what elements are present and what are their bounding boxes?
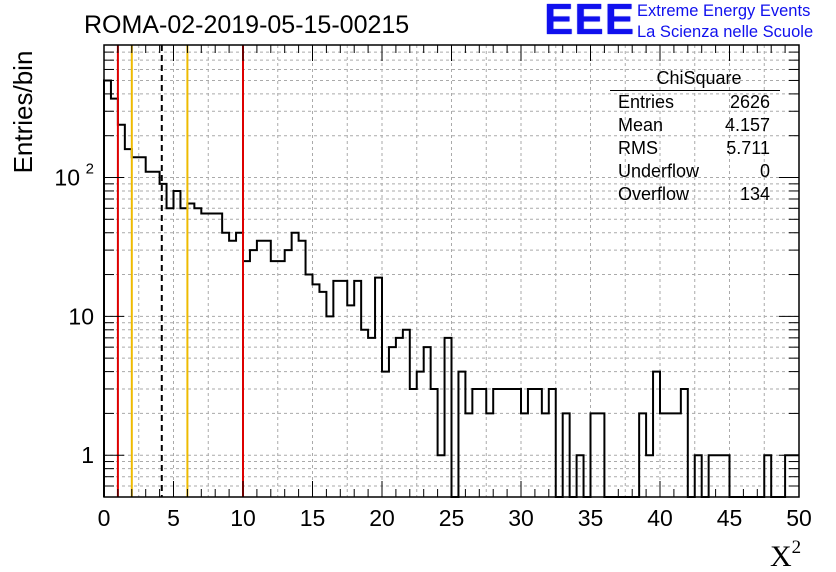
stats-title: ChiSquare [610, 66, 780, 91]
eee-logo: EEE Extreme Energy Events La Scienza nel… [544, 0, 834, 46]
stats-row: Entries 2626 [610, 91, 780, 114]
y-axis-label: Entries/bin [8, 51, 38, 174]
y-tick-label: 10 [54, 164, 80, 190]
stats-value: 4.157 [724, 115, 770, 135]
grid [104, 45, 799, 497]
chart-title: ROMA-02-2019-05-15-00215 [84, 11, 409, 39]
x-tick-label: 10 [230, 505, 256, 531]
tick-labels: 0 5 10 15 20 25 30 35 40 45 50 1 10 10 2 [54, 160, 811, 531]
x-tick-label: 30 [508, 505, 534, 531]
stats-row: Overflow 134 [610, 183, 780, 206]
stats-box: ChiSquare Entries 2626 Mean 4.157 RMS 5.… [610, 66, 780, 206]
stats-value: 134 [739, 184, 770, 204]
stats-value: 2626 [729, 92, 770, 112]
stats-label: Underflow [618, 161, 700, 181]
x-axis-label-symbol: X [770, 540, 792, 572]
reference-lines [116, 45, 244, 497]
stats-value: 0 [759, 161, 770, 181]
stats-label: Mean [618, 115, 664, 135]
x-tick-label: 35 [578, 505, 604, 531]
logo-line-2: La Scienza nelle Scuole [637, 23, 814, 41]
stats-row: Underflow 0 [610, 160, 780, 183]
x-axis-label: X2 [770, 537, 801, 572]
histogram-outline [103, 79, 799, 498]
stats-row: Mean 4.157 [610, 114, 780, 137]
y-tick-label: 1 [81, 442, 94, 468]
y-tick-label-base: 10 [54, 164, 80, 190]
stats-label: RMS [618, 138, 658, 158]
x-tick-label: 15 [300, 505, 326, 531]
x-tick-label: 5 [167, 505, 180, 531]
stats-value: 5.711 [726, 138, 770, 158]
x-tick-label: 25 [439, 505, 465, 531]
axes [103, 44, 800, 498]
stats-label: Overflow [618, 184, 690, 204]
stats-label: Entries [618, 92, 675, 112]
stats-row: RMS 5.711 [610, 137, 780, 160]
eee-logo-mark: EEE [544, 0, 636, 44]
x-tick-label: 20 [369, 505, 395, 531]
x-tick-label: 40 [647, 505, 673, 531]
x-tick-label: 45 [717, 505, 743, 531]
x-tick-label: 50 [786, 505, 812, 531]
histogram [103, 79, 799, 498]
y-tick-label: 10 [68, 303, 94, 329]
x-axis-label-superscript: 2 [792, 537, 802, 558]
x-tick-label: 0 [98, 505, 111, 531]
y-tick-label-superscript: 2 [86, 160, 94, 177]
logo-line-1: Extreme Energy Events [637, 2, 811, 20]
